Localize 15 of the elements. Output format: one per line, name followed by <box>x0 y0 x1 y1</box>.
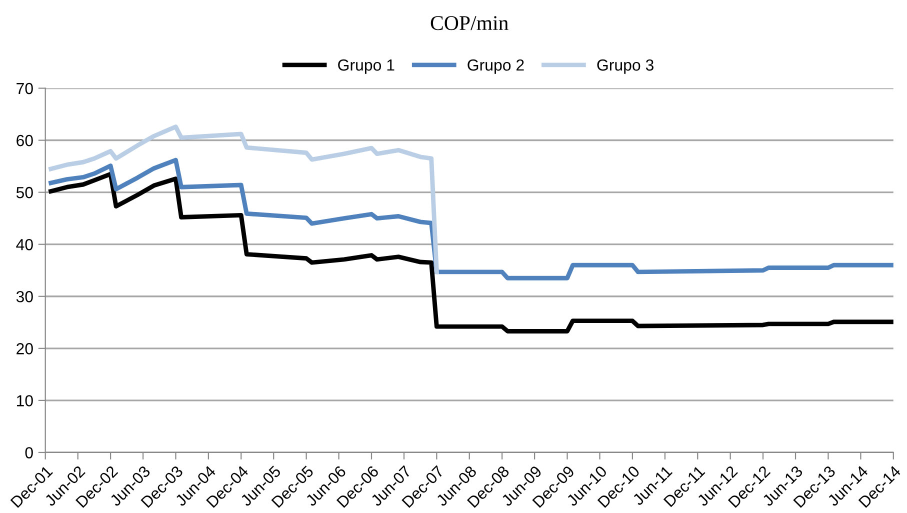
legend-label: Grupo 3 <box>597 59 654 74</box>
y-tick-label: 30 <box>16 291 33 302</box>
chart-title: COP/min <box>430 16 508 30</box>
y-tick-label: 10 <box>17 395 33 406</box>
legend-label: Grupo 2 <box>468 59 524 74</box>
y-tick-label: 50 <box>16 186 33 198</box>
y-tick-label: 20 <box>16 343 33 354</box>
legend-label: Grupo 1 <box>338 59 394 74</box>
y-tick-label: 60 <box>16 134 33 146</box>
line-series <box>48 158 894 280</box>
line-series <box>48 124 439 274</box>
y-tick-label: 0 <box>25 447 33 458</box>
y-tick-label: 40 <box>16 238 33 250</box>
y-tick-label: 70 <box>16 82 33 94</box>
line-series <box>48 172 894 334</box>
